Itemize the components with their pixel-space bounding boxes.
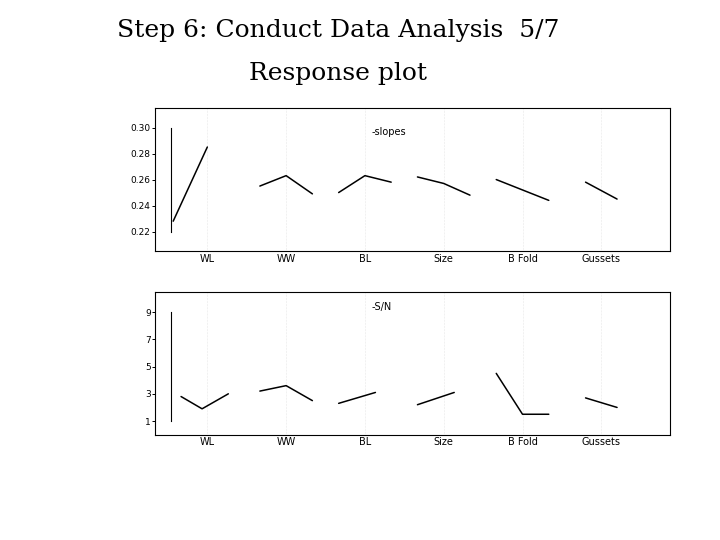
Text: Response plot: Response plot: [249, 62, 428, 85]
Text: -S/N: -S/N: [371, 302, 391, 312]
Text: Step 6: Conduct Data Analysis  5/7: Step 6: Conduct Data Analysis 5/7: [117, 19, 559, 42]
Text: -slopes: -slopes: [371, 126, 405, 137]
